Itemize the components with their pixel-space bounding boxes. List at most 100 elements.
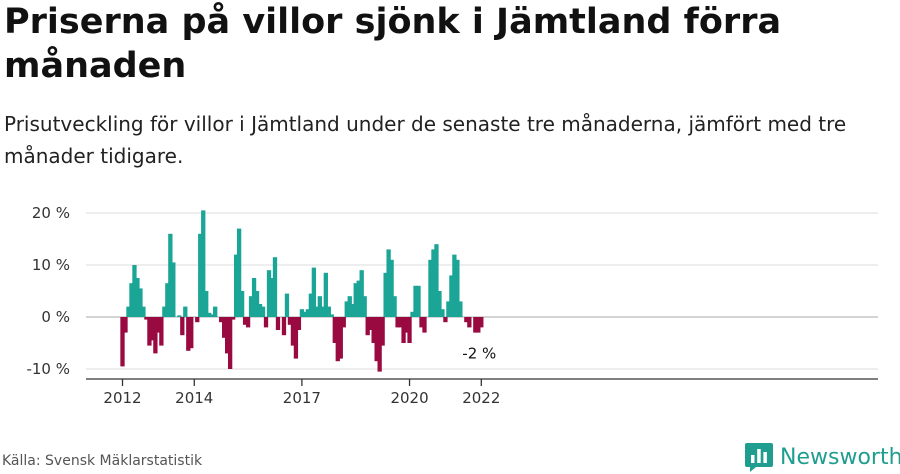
bar: [213, 306, 218, 317]
bar: [219, 317, 224, 323]
source-note: Källa: Svensk Mäklarstatistik: [2, 453, 203, 469]
bar: [293, 317, 299, 359]
bar: [153, 317, 158, 354]
bar: [210, 314, 215, 317]
bar: [272, 257, 278, 317]
bar: [248, 296, 254, 317]
bar: [189, 317, 194, 349]
bar: [326, 306, 331, 317]
bar: [404, 317, 409, 333]
bar: [314, 306, 319, 317]
bar: [377, 317, 382, 372]
bar: [135, 278, 140, 317]
bar: [165, 283, 170, 317]
bar: [266, 270, 272, 317]
brand-logo[interactable]: Newsworthy: [744, 440, 900, 474]
bar-chart: 20 % 10 % 0 % -10 % 2012 2014 2017 2020 2022 -2…: [26, 204, 878, 407]
bar: [245, 317, 251, 328]
bar: [371, 317, 376, 343]
bar: [407, 317, 412, 343]
bar: [308, 293, 314, 317]
bar: [138, 288, 143, 317]
bar: [207, 312, 212, 317]
bar: [398, 317, 403, 328]
bar: [443, 317, 448, 323]
bar: [242, 317, 248, 325]
bar: [350, 304, 355, 317]
bar: [401, 317, 406, 343]
bar: [386, 249, 391, 317]
bar: [260, 306, 266, 317]
bar: [275, 317, 281, 330]
bar: [198, 233, 203, 317]
bar: [419, 317, 424, 328]
bar: [302, 311, 308, 317]
bar: [479, 317, 484, 328]
bars: [120, 210, 484, 372]
bar: [410, 311, 415, 317]
annotations: -2 %: [462, 344, 496, 362]
bar: [251, 278, 257, 317]
bar: [341, 317, 346, 328]
bar: [290, 317, 296, 346]
x-tick-label: 2022: [462, 389, 500, 407]
bar: [195, 317, 200, 323]
bar: [263, 317, 269, 328]
x-tick-label: 2020: [390, 389, 428, 407]
bar: [347, 296, 352, 317]
bar: [323, 272, 328, 317]
bar: [368, 317, 373, 330]
bar: [126, 306, 131, 317]
bar: [422, 317, 427, 333]
bar: [222, 317, 227, 338]
x-axis: 2012 2014 2017 2020 2022: [86, 378, 878, 407]
bar: [120, 317, 125, 367]
y-tick-label: 20 %: [32, 204, 70, 222]
bar: [455, 259, 460, 317]
bar: [201, 210, 206, 317]
bar: [147, 317, 152, 346]
bar: [269, 278, 275, 317]
y-tick-label: 0 %: [41, 308, 70, 326]
bar: [225, 317, 230, 354]
bar: [186, 317, 191, 351]
bar: [434, 244, 439, 317]
bar: [356, 280, 361, 317]
bar: [473, 317, 478, 333]
bar: [299, 309, 305, 317]
bar: [476, 317, 481, 333]
x-tick-label: 2012: [103, 389, 141, 407]
bar: [365, 317, 370, 336]
newsworthy-logo-icon: [745, 443, 773, 472]
bar: [389, 259, 394, 317]
brand-name: Newsworthy: [780, 444, 900, 470]
bar: [338, 317, 343, 359]
bar: [392, 296, 397, 317]
bar: [150, 317, 155, 341]
bar: [156, 317, 161, 333]
bar: [344, 301, 349, 317]
bar: [281, 317, 287, 336]
y-axis-ticks: 20 % 10 % 0 % -10 %: [26, 204, 70, 378]
bar: [284, 293, 290, 317]
bar: [177, 315, 182, 317]
bar: [144, 317, 149, 320]
bar: [353, 283, 358, 317]
bar: [428, 259, 433, 317]
bar: [320, 306, 325, 317]
bar: [458, 301, 463, 317]
bar: [305, 309, 311, 317]
bar: [380, 317, 385, 346]
chart-title: Priserna på villor sjönk i Jämtland förr…: [4, 2, 782, 86]
bar: [254, 291, 260, 317]
bar: [257, 304, 263, 317]
bar: [183, 306, 188, 317]
bar: [129, 283, 134, 317]
bar: [467, 317, 472, 328]
y-tick-label: -10 %: [26, 360, 70, 378]
bar: [449, 275, 454, 317]
bar: [359, 270, 364, 317]
bar: [431, 249, 436, 317]
bar: [239, 291, 245, 317]
bar: [464, 317, 469, 323]
